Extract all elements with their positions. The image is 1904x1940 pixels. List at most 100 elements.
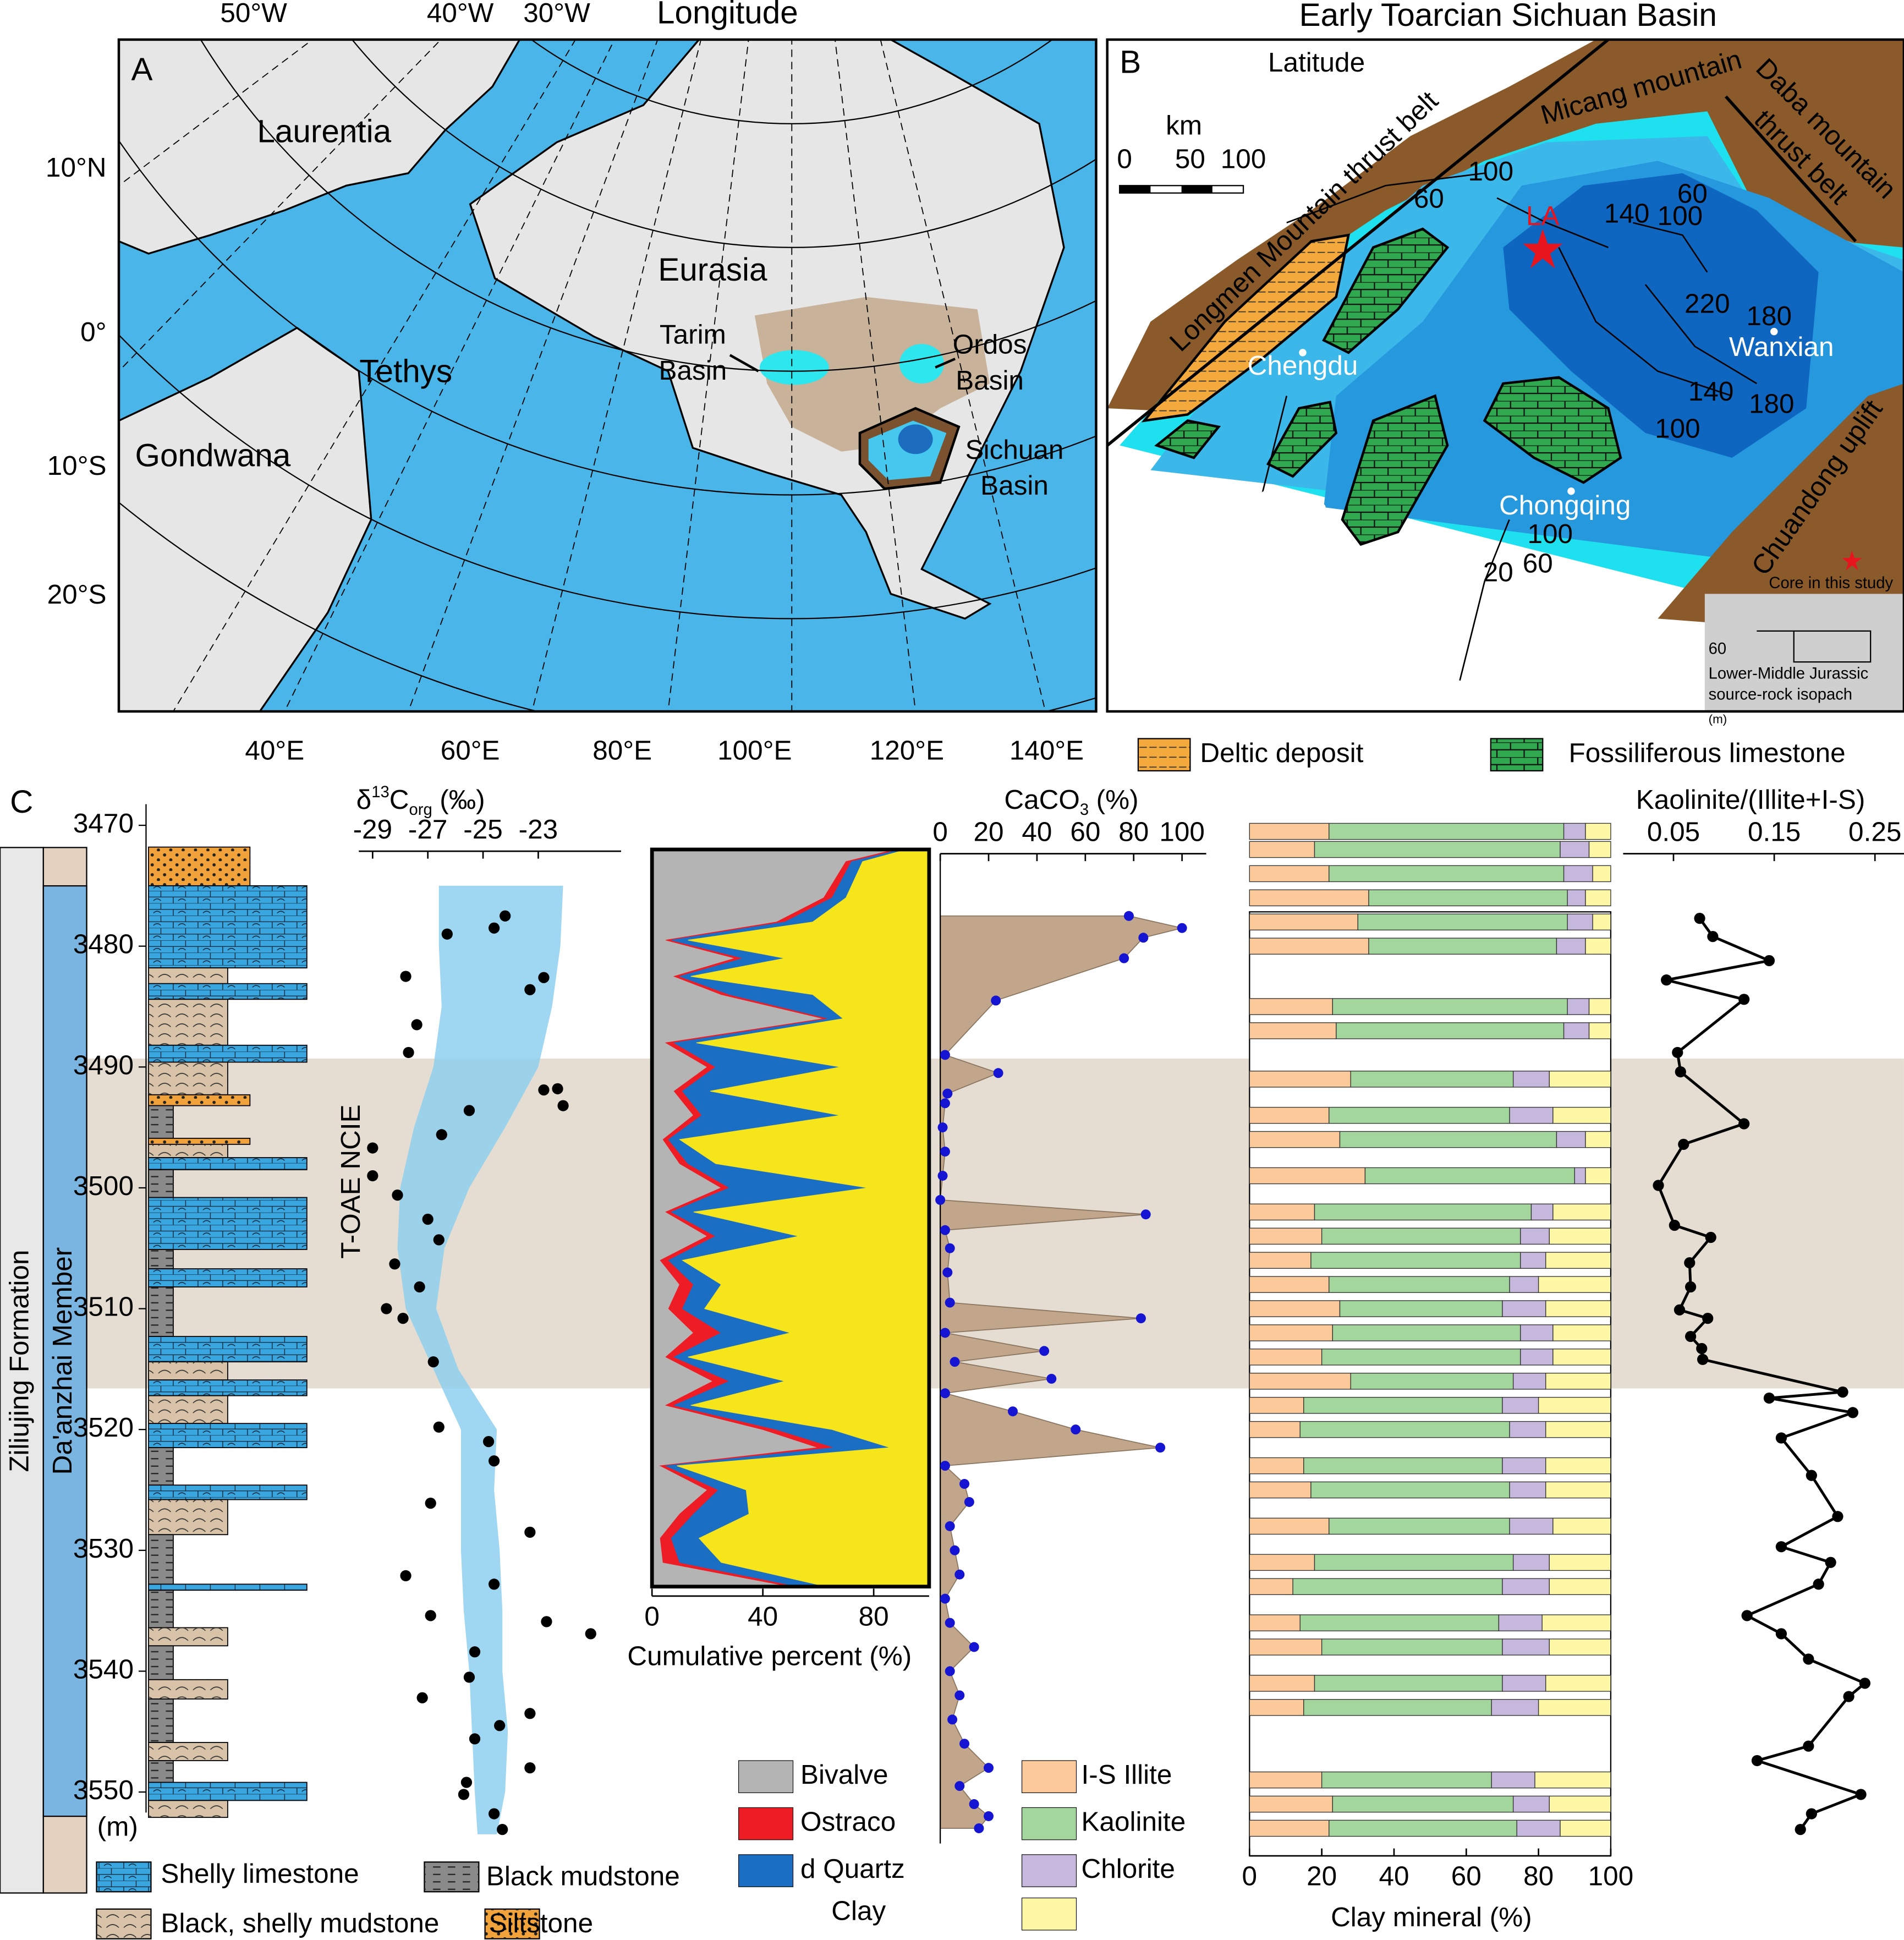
- data-point: [557, 1100, 569, 1111]
- lat-label: 10°S: [47, 451, 107, 481]
- data-point: [1669, 1219, 1680, 1231]
- lithology-pattern: [148, 1535, 173, 1585]
- data-point: [940, 1593, 950, 1604]
- city-label: Chengdu: [1248, 350, 1358, 381]
- legend-swatch: [738, 1807, 794, 1840]
- bar-segment: [1502, 1638, 1550, 1656]
- bar-segment: [1329, 1517, 1510, 1535]
- data-point: [1155, 1443, 1166, 1453]
- bar-segment: [1516, 1820, 1561, 1837]
- data-point: [1046, 1373, 1057, 1384]
- bar-segment: [1502, 1300, 1546, 1317]
- bar-segment: [1520, 1227, 1550, 1245]
- y-tick-label: 3510: [73, 1292, 134, 1322]
- axis-title: Latitude: [1268, 47, 1365, 78]
- continent-label: Eurasia: [658, 252, 767, 288]
- bar-segment: [1357, 913, 1568, 931]
- continent-label: Gondwana: [135, 437, 291, 473]
- trend-band: [397, 885, 563, 1834]
- key-label: (m): [1709, 713, 1727, 726]
- bar-segment: [1310, 1252, 1521, 1269]
- data-point: [950, 1357, 960, 1367]
- bar-segment: [1249, 1373, 1351, 1390]
- data-point: [1672, 1046, 1683, 1059]
- legend-pattern: [96, 1909, 151, 1939]
- legend-label: Deltic deposit: [1200, 738, 1363, 768]
- bar-segment: [1249, 889, 1369, 907]
- x-tick-label: 0: [1242, 1861, 1258, 1892]
- data-point: [1675, 1066, 1686, 1078]
- contour-label: 20: [1483, 557, 1513, 587]
- bar-segment: [1332, 1795, 1514, 1813]
- legend-label: I-S Illite: [1081, 1760, 1172, 1790]
- data-point: [945, 1521, 955, 1531]
- data-point: [400, 1570, 411, 1582]
- bar-segment: [1509, 1481, 1546, 1499]
- data-point: [1832, 1511, 1843, 1522]
- bar-segment: [1592, 865, 1611, 883]
- bar-segment: [1509, 1517, 1554, 1535]
- y-tick-label: 3520: [73, 1412, 134, 1443]
- contour-label: 100: [1527, 519, 1573, 549]
- axis-title-part: (%): [1096, 785, 1139, 815]
- data-point: [937, 1170, 948, 1181]
- key-label: Lower-Middle Jurassic: [1709, 665, 1869, 682]
- data-point: [1684, 1257, 1696, 1269]
- data-point: [945, 1297, 955, 1308]
- bar-segment: [1556, 938, 1586, 955]
- bar-segment: [1249, 913, 1358, 931]
- scale-label: 100: [1221, 144, 1266, 174]
- data-point: [1738, 1118, 1750, 1130]
- contour-label: 180: [1747, 301, 1792, 331]
- bar-segment: [1249, 1820, 1330, 1837]
- legend-label: Ostraco: [800, 1807, 896, 1837]
- data-point: [425, 1610, 436, 1621]
- map-a: Longitude A 50°W 40°W 30°W 10°N 0° 10°S …: [46, 0, 1098, 765]
- x-tick-label: 80: [1523, 1861, 1554, 1892]
- data-point: [1696, 1342, 1708, 1355]
- lithology-pattern: [148, 999, 228, 1045]
- data-point: [524, 1762, 536, 1774]
- data-point: [489, 1579, 500, 1590]
- data-point: [954, 1781, 965, 1791]
- bar-segment: [1321, 1227, 1521, 1245]
- y-unit: (m): [97, 1812, 138, 1842]
- bar-segment: [1549, 1578, 1611, 1595]
- bar-segment: [1567, 889, 1586, 907]
- lon-label: 60°E: [441, 735, 500, 765]
- data-point: [489, 922, 500, 934]
- bar-segment: [1314, 841, 1561, 858]
- data-point: [1775, 1541, 1787, 1553]
- data-point: [969, 1642, 979, 1652]
- data-point: [984, 1763, 994, 1773]
- lat-label: 20°S: [47, 579, 107, 610]
- data-point: [984, 1811, 994, 1821]
- bar-segment: [1249, 823, 1330, 840]
- data-point: [974, 1823, 984, 1833]
- bar-segment: [1563, 823, 1586, 840]
- data-point: [1741, 1610, 1753, 1621]
- data-point: [940, 1225, 950, 1235]
- data-point: [1123, 911, 1134, 921]
- bar-segment: [1563, 1022, 1590, 1039]
- data-point: [414, 1281, 425, 1293]
- bar-segment: [1249, 1638, 1323, 1656]
- bar-segment: [1491, 1771, 1535, 1789]
- data-point: [425, 1498, 436, 1509]
- contour-label: 100: [1468, 156, 1514, 187]
- data-point: [1806, 1808, 1817, 1820]
- bar-segment: [1249, 1578, 1293, 1595]
- bar-segment: [1509, 1106, 1554, 1124]
- data-point: [538, 1084, 550, 1096]
- data-point: [433, 1421, 445, 1433]
- bar-segment: [1249, 1699, 1304, 1716]
- y-tick-label: 3470: [73, 808, 134, 839]
- lithology-pattern: [148, 983, 307, 1000]
- data-point: [1806, 1470, 1817, 1481]
- data-point: [1673, 1304, 1686, 1316]
- bar-segment: [1350, 1373, 1514, 1390]
- bar-segment: [1512, 1795, 1550, 1813]
- data-point: [1843, 1691, 1854, 1702]
- lat-label: 0°: [80, 317, 106, 347]
- lithology-pattern: [148, 1269, 307, 1287]
